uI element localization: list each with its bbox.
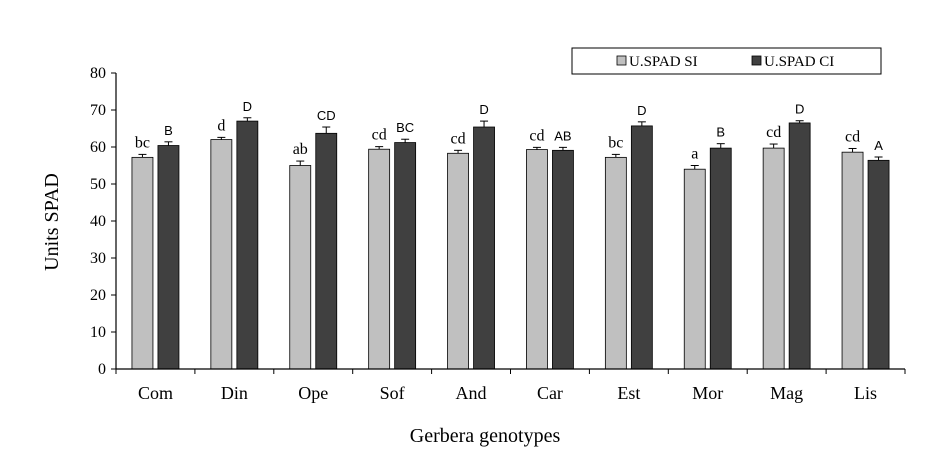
x-tick-label: Est xyxy=(617,383,640,403)
y-tick-label: 50 xyxy=(90,176,106,193)
y-tick-label: 20 xyxy=(90,287,106,304)
bar-ci xyxy=(630,125,653,370)
significance-label: bc xyxy=(135,134,150,151)
x-tick-label: Sof xyxy=(380,383,405,403)
bar-ci xyxy=(552,149,574,370)
significance-label: D xyxy=(637,103,646,118)
x-tick-label: Car xyxy=(537,383,563,403)
significance-label: cd xyxy=(529,127,544,144)
y-tick-label: 80 xyxy=(90,65,106,82)
significance-label: cd xyxy=(372,127,387,144)
significance-label: BC xyxy=(396,120,414,135)
bars-layer xyxy=(131,117,890,370)
significance-label: B xyxy=(164,123,173,138)
axes-layer xyxy=(115,73,905,370)
legend-label-ci: U.SPAD CI xyxy=(764,54,834,70)
significance-label: cd xyxy=(766,124,781,141)
x-tick-label: And xyxy=(456,383,487,403)
y-axis-title: Units SPAD xyxy=(41,173,63,271)
significance-label: D xyxy=(795,102,804,117)
bar-ci xyxy=(709,147,732,370)
bar-si xyxy=(762,147,785,370)
significance-label: cd xyxy=(450,130,465,147)
bar-si xyxy=(289,165,312,370)
bar-ci xyxy=(473,126,495,370)
y-tick-label: 0 xyxy=(98,361,106,378)
y-tick-label: 60 xyxy=(90,139,106,156)
bar-ci xyxy=(157,145,180,370)
bar-si xyxy=(131,156,154,370)
significance-label: bc xyxy=(608,134,623,151)
significance-label: A xyxy=(874,138,883,153)
y-tick-label: 40 xyxy=(90,213,106,230)
y-tick-label: 10 xyxy=(90,324,106,341)
x-axis-title: Gerbera genotypes xyxy=(410,425,561,447)
y-tick-label: 70 xyxy=(90,102,106,119)
x-tick-label: Ope xyxy=(298,383,328,403)
legend-swatch-ci xyxy=(751,55,762,66)
labels-layer: bc d ab cd cd cd bc a cd cd B D CD BC D AB D B D A xyxy=(135,99,883,163)
legend: U.SPAD SI U.SPAD CI xyxy=(571,47,882,75)
bar-ci xyxy=(315,132,338,370)
bar-ci xyxy=(788,122,811,370)
bar-si xyxy=(368,148,391,370)
significance-label: D xyxy=(243,99,252,114)
bar-si xyxy=(604,156,627,370)
y-tick-label: 30 xyxy=(90,250,106,267)
x-tick-label: Lis xyxy=(854,383,877,403)
bar-ci xyxy=(394,142,417,370)
bar-ci xyxy=(867,159,890,370)
bar-si xyxy=(447,152,469,370)
significance-label: B xyxy=(716,125,725,140)
x-tick-label: Din xyxy=(221,383,248,403)
legend-swatch-si xyxy=(616,55,627,66)
significance-label: D xyxy=(479,102,488,117)
significance-label: ab xyxy=(293,141,308,158)
bar-si xyxy=(210,139,233,370)
x-tick-label: Com xyxy=(138,383,173,403)
bar-si xyxy=(683,168,706,370)
bar-si xyxy=(526,149,548,370)
significance-label: a xyxy=(691,146,698,163)
significance-label: d xyxy=(217,117,225,134)
significance-label: CD xyxy=(317,108,336,123)
bar-si xyxy=(841,151,864,370)
x-tick-label: Mor xyxy=(692,383,723,403)
x-tick-label: Mag xyxy=(770,383,803,403)
bar-ci xyxy=(236,120,259,370)
ticks-layer: 0 10 20 30 40 50 60 70 80 Com Din Ope Sof And Car Est Mo… xyxy=(90,65,906,403)
significance-label: cd xyxy=(845,128,860,145)
significance-label: AB xyxy=(554,128,571,143)
legend-label-si: U.SPAD SI xyxy=(629,54,698,70)
